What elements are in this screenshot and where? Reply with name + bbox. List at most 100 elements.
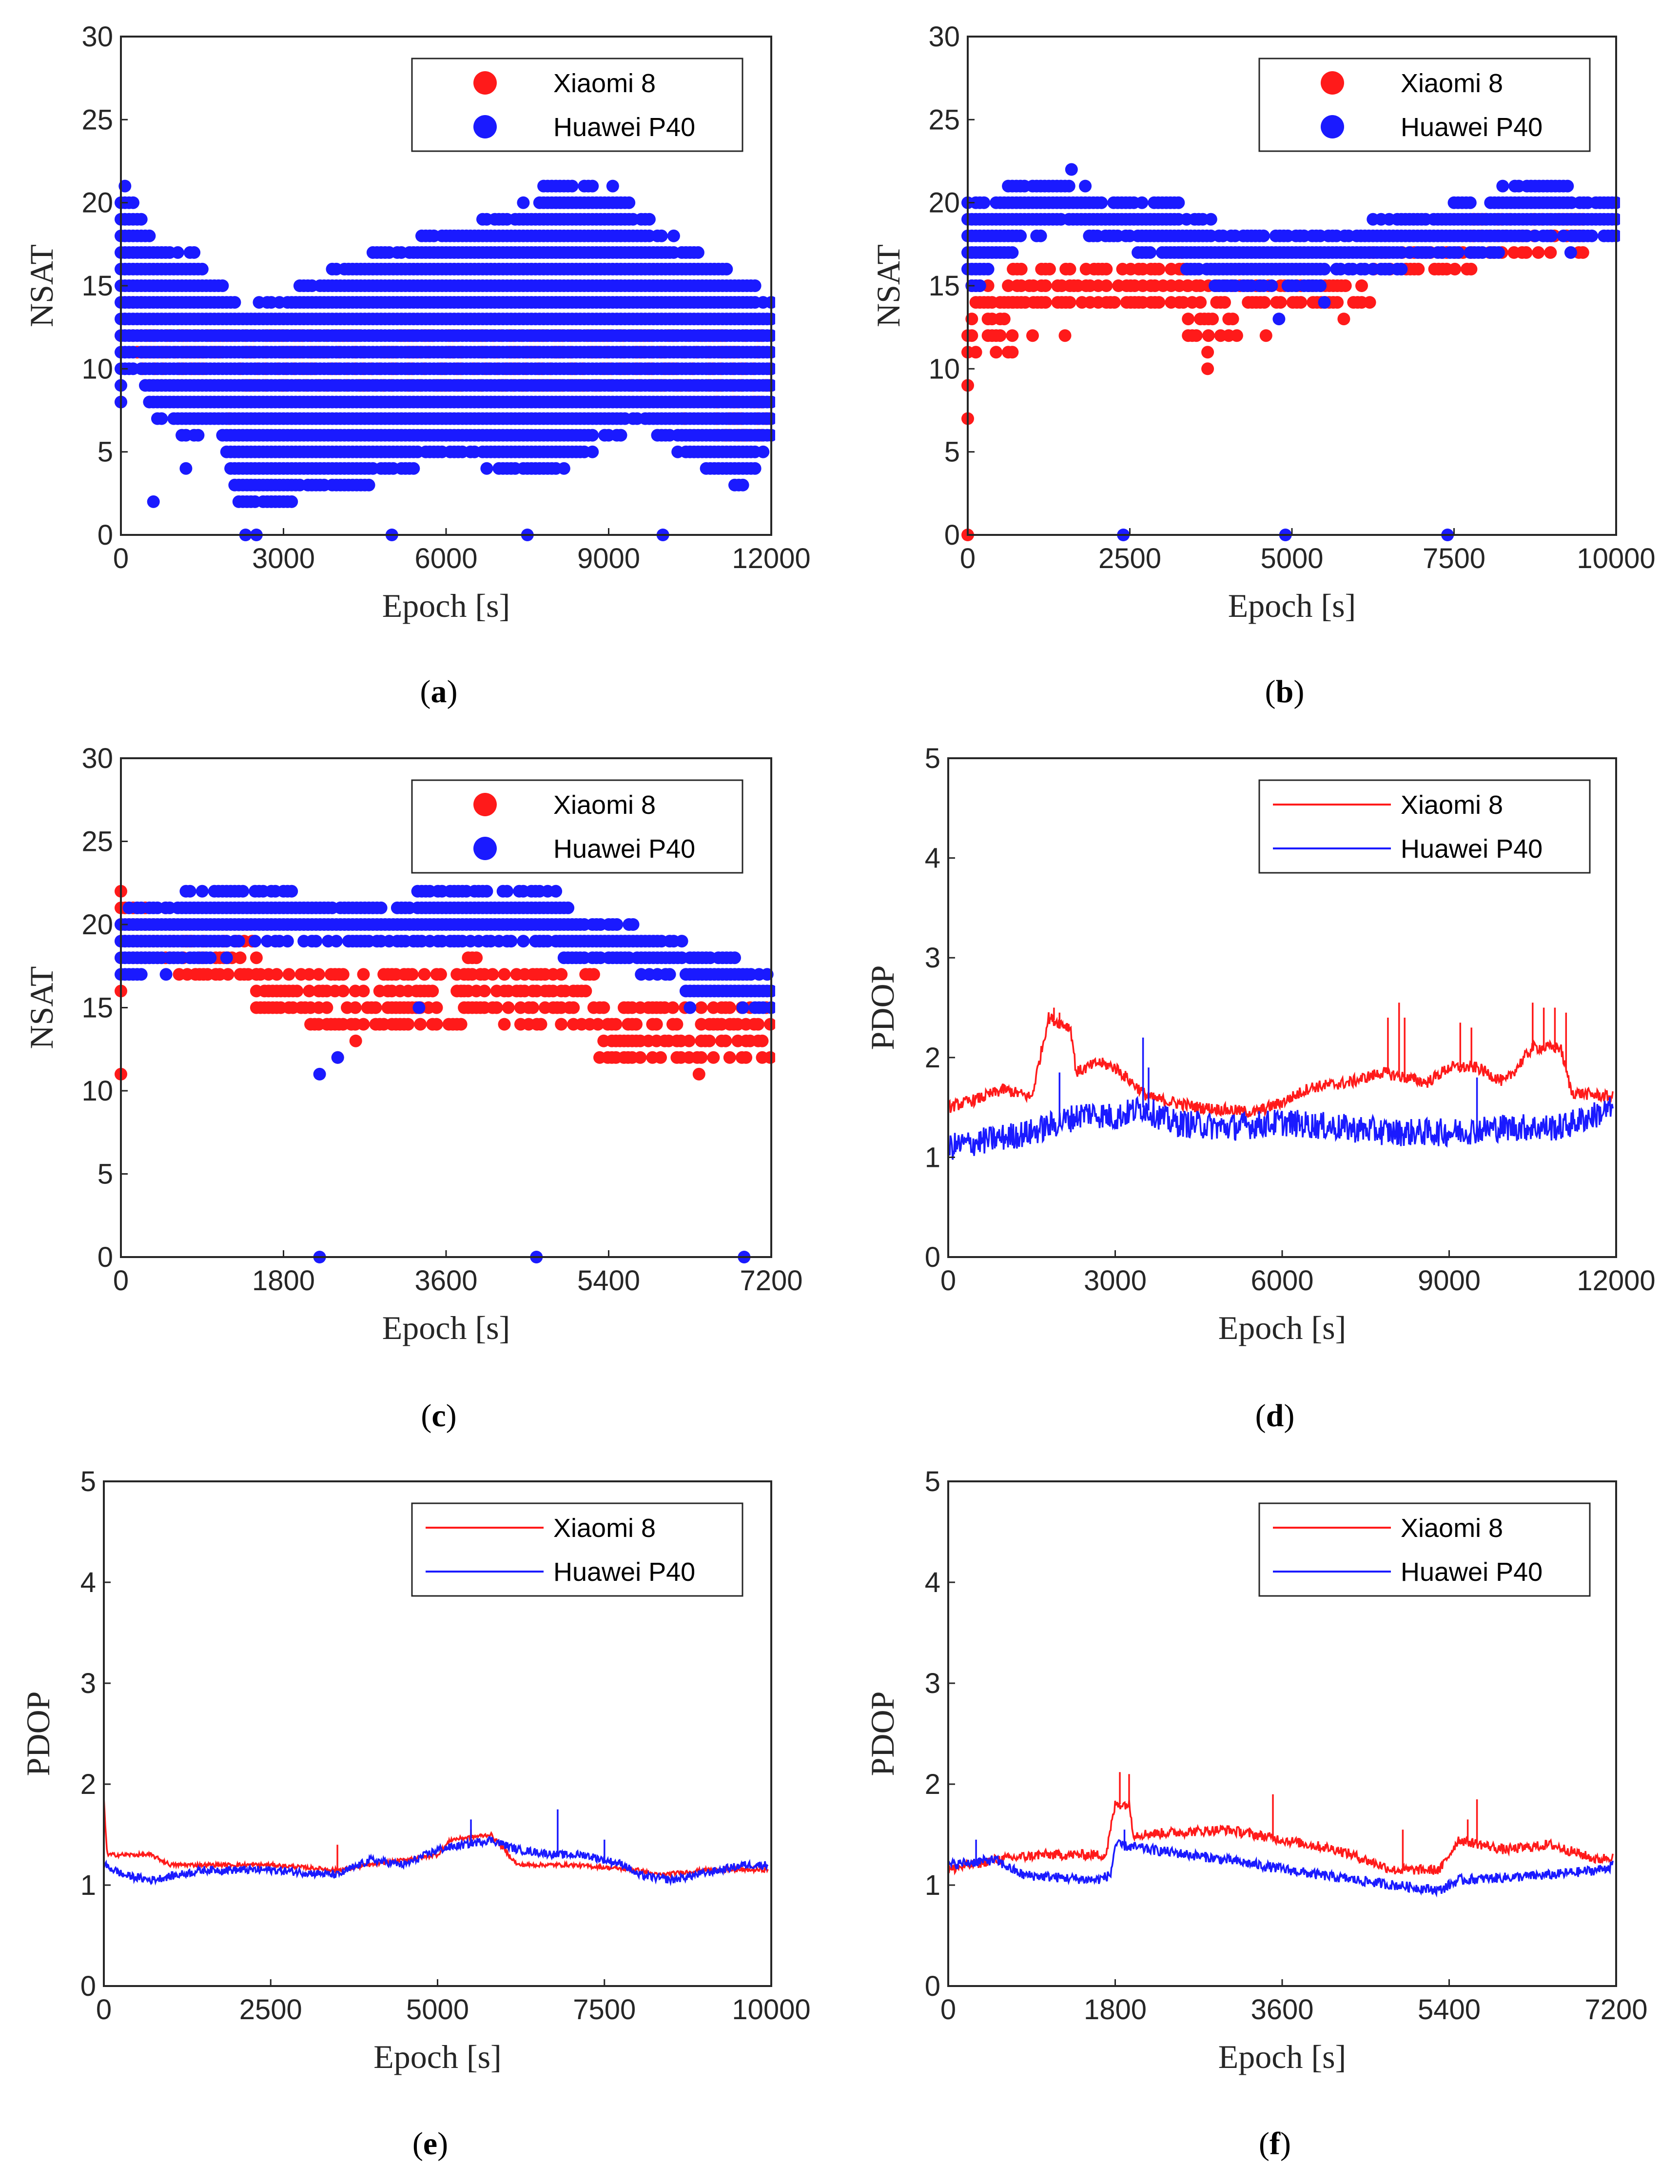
legend-label: Xiaomi 8 <box>1401 69 1503 98</box>
data-point <box>188 246 201 259</box>
panel-label: (e) <box>412 2126 448 2162</box>
data-point <box>597 1001 610 1014</box>
data-point <box>1206 313 1219 326</box>
data-point <box>1194 296 1207 309</box>
data-point <box>526 1001 539 1014</box>
y-tick-label: 15 <box>928 270 960 302</box>
data-point <box>195 885 209 898</box>
data-point <box>183 885 196 898</box>
data-point <box>402 1018 415 1031</box>
data-point <box>1465 262 1478 275</box>
data-point <box>1337 313 1350 326</box>
legend-marker <box>1321 71 1344 95</box>
data-point <box>994 329 1007 342</box>
data-point <box>517 935 530 948</box>
legend: Xiaomi 8 Huawei P40 <box>411 58 743 152</box>
data-point <box>1063 262 1076 275</box>
data-point <box>426 984 439 998</box>
panel-e: 0 2500 5000 7500 10000 0 1 2 3 4 5 Epoch [s] PDOP Xia… <box>20 1466 811 2162</box>
legend-label: Huawei P40 <box>553 834 695 864</box>
data-point <box>579 984 592 998</box>
data-point <box>1204 213 1217 226</box>
data-point <box>765 412 775 425</box>
y-tick-label: 30 <box>81 21 113 53</box>
data-point <box>291 984 304 998</box>
data-point <box>249 935 262 948</box>
legend: Xiaomi 8 Huawei P40 <box>1258 1502 1591 1597</box>
x-tick-label: 7200 <box>1584 1994 1647 2026</box>
data-point <box>179 462 193 475</box>
data-point <box>695 1051 708 1064</box>
data-point <box>406 968 419 981</box>
panel-label: (b) <box>1265 674 1305 709</box>
x-tick-label: 3000 <box>1084 1265 1147 1297</box>
legend-box <box>1258 1502 1591 1597</box>
y-tick-label: 3 <box>925 1668 940 1699</box>
legend-label: Huawei P40 <box>553 1557 695 1587</box>
data-point <box>765 313 775 326</box>
data-point <box>1318 296 1331 309</box>
data-point <box>567 1001 580 1014</box>
data-point <box>486 968 499 981</box>
legend-box <box>1258 779 1591 874</box>
data-point <box>626 918 640 931</box>
x-axis-label: Epoch [s] <box>1218 1309 1346 1346</box>
data-point <box>310 935 323 948</box>
data-point <box>555 968 568 981</box>
data-point <box>1006 246 1019 259</box>
data-point <box>1544 246 1557 259</box>
data-point <box>1294 296 1308 309</box>
data-point <box>666 1001 679 1014</box>
plot-marks <box>115 179 775 541</box>
y-tick-label: 2 <box>925 1042 940 1074</box>
y-tick-label: 15 <box>81 992 113 1024</box>
data-point <box>562 901 575 914</box>
data-point <box>757 445 770 458</box>
data-point <box>1034 229 1047 242</box>
data-point <box>490 1001 503 1014</box>
x-tick-label: 0 <box>113 543 129 574</box>
y-tick-label: 0 <box>98 519 113 551</box>
data-point <box>1153 296 1166 309</box>
x-tick-label: 3600 <box>414 1265 477 1297</box>
legend-marker <box>473 71 497 95</box>
legend-label: Huawei P40 <box>1401 1557 1543 1587</box>
x-tick-label: 6000 <box>414 543 477 574</box>
data-point <box>981 262 995 275</box>
data-point <box>675 935 688 948</box>
data-point <box>723 1051 736 1064</box>
plot-marks <box>961 163 1620 541</box>
data-point <box>1339 279 1352 292</box>
legend-marker <box>473 793 497 816</box>
y-tick-label: 5 <box>944 436 960 468</box>
y-tick-label: 1 <box>80 1869 96 1901</box>
data-point <box>1355 279 1368 292</box>
series-line-huawei <box>947 1096 1614 1160</box>
data-point <box>498 1018 511 1031</box>
data-point <box>1314 279 1327 292</box>
data-point <box>285 495 298 508</box>
data-point <box>748 279 762 292</box>
data-point <box>765 379 775 392</box>
data-point <box>591 1018 605 1031</box>
legend-box <box>411 58 743 152</box>
data-point <box>250 951 263 964</box>
data-point <box>720 262 733 275</box>
data-point <box>517 196 530 209</box>
data-point <box>691 246 704 259</box>
data-point <box>1135 196 1149 209</box>
x-tick-label: 5000 <box>1260 543 1323 574</box>
series-huawei <box>115 179 775 541</box>
data-point <box>1177 296 1190 309</box>
x-tick-label: 1800 <box>1084 1994 1147 2026</box>
data-point <box>1496 179 1509 193</box>
data-point <box>349 1001 362 1014</box>
data-point <box>1564 246 1577 259</box>
data-point <box>630 1018 643 1031</box>
data-point <box>1002 279 1015 292</box>
y-tick-label: 4 <box>925 843 940 874</box>
data-point <box>1006 329 1019 342</box>
data-point <box>171 246 184 259</box>
legend-marker <box>473 837 497 860</box>
data-point <box>1520 246 1533 259</box>
